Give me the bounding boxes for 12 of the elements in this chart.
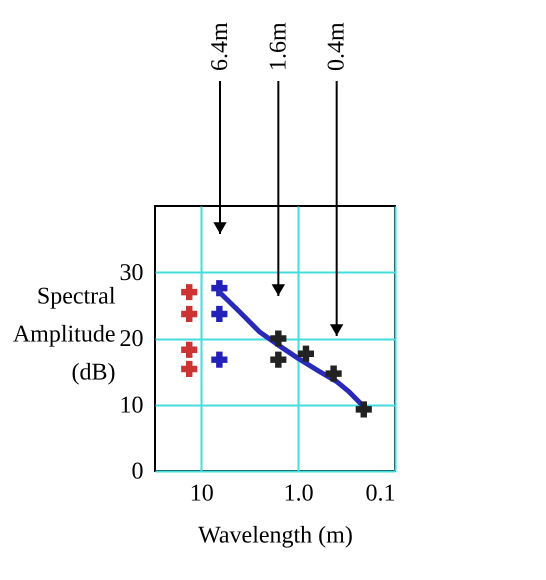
y-axis-title: Spectral Amplitude (dB) [12,284,116,386]
ref-line-label: 0.4m [324,22,350,71]
x-tick-label: 10 [190,480,214,506]
y-tick-label: 10 [120,392,144,418]
x-tick-label: 0.1 [366,480,396,506]
x-tick-label: 1.0 [284,480,314,506]
y-tick-label: 30 [120,260,144,286]
x-axis-title: Wavelength (m) [198,522,353,548]
ref-line-label: 6.4m [207,22,234,71]
y-tick-label: 0 [132,458,144,484]
ref-line-label: 1.6m [265,22,292,71]
y-tick-label: 20 [120,326,144,352]
